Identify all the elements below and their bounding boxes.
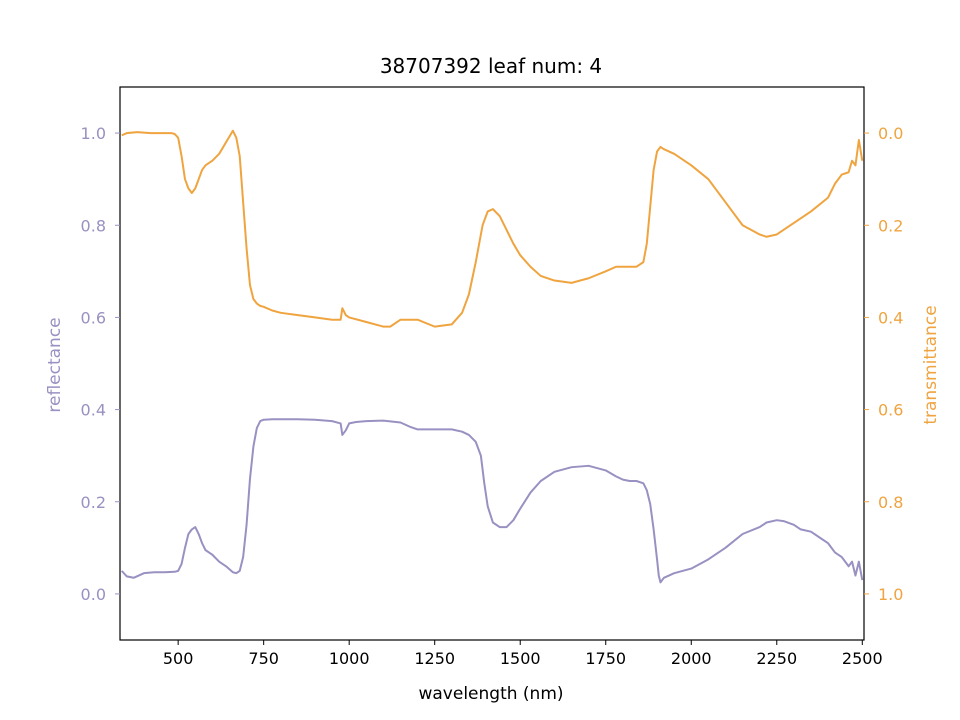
plot-frame [119, 86, 865, 641]
y-tick-label-right: 1.0 [878, 585, 903, 604]
x-tick-label: 1000 [329, 649, 370, 668]
y-tick-label-right: 0.0 [878, 124, 903, 143]
y-tick-label-left: 0.4 [81, 401, 106, 420]
transmittance-line [121, 129, 864, 328]
y-tick-label-left: 0.0 [81, 585, 106, 604]
x-tick-label: 1500 [500, 649, 541, 668]
x-tick-label: 1250 [414, 649, 455, 668]
x-tick-label: 2000 [671, 649, 712, 668]
y-tick-label-left: 1.0 [81, 124, 106, 143]
y-tick-label-left: 0.2 [81, 493, 106, 512]
y-tick-label-left: 0.6 [81, 308, 106, 327]
y-axis-right: 0.0 0.2 0.4 0.6 0.8 1.0 [864, 124, 903, 604]
y-axis-label-left: reflectance [45, 317, 65, 412]
y-tick-label-right: 0.6 [878, 401, 903, 420]
y-tick-label-right: 0.8 [878, 493, 903, 512]
y-tick-label-right: 0.4 [878, 308, 903, 327]
x-tick-label: 2250 [756, 649, 797, 668]
x-axis: 500 750 1000 1250 1500 1750 2000 2250 2500 [163, 640, 883, 668]
y-tick-label-left: 0.8 [81, 216, 106, 235]
x-tick-label: 1750 [585, 649, 626, 668]
y-axis-left: 0.0 0.2 0.4 0.6 0.8 1.0 [81, 124, 120, 604]
x-axis-label: wavelength (nm) [418, 684, 563, 704]
chart-title: 38707392 leaf num: 4 [380, 54, 602, 78]
plot-area [119, 86, 865, 641]
reflectance-line [120, 418, 864, 584]
y-tick-label-right: 0.2 [878, 216, 903, 235]
x-tick-label: 750 [248, 649, 279, 668]
x-tick-label: 500 [163, 649, 194, 668]
x-tick-label: 2500 [842, 649, 883, 668]
y-axis-label-right: transmittance [921, 305, 941, 424]
